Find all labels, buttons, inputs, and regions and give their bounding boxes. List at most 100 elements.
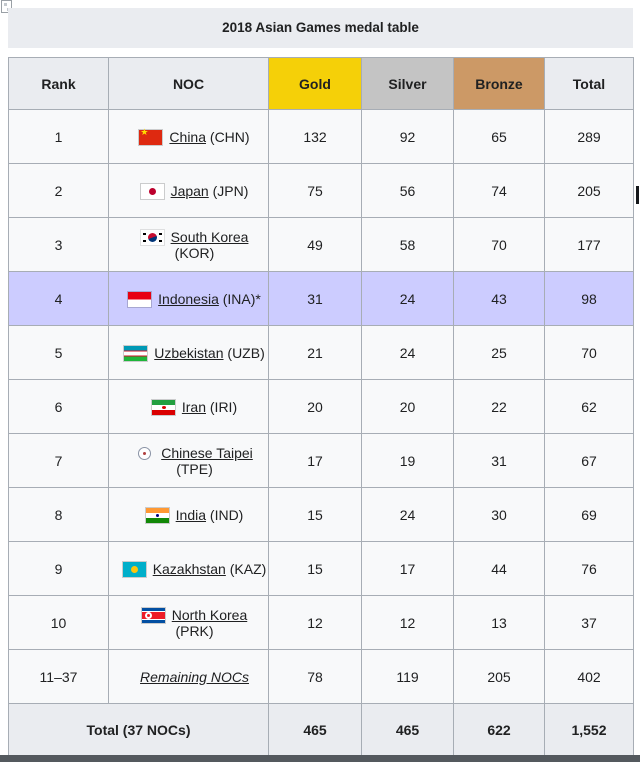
noc-cell: Indonesia (INA)*	[108, 271, 269, 326]
rank-cell: 9	[8, 541, 109, 596]
bronze-cell: 205	[453, 649, 545, 704]
noc-link[interactable]: South Korea	[170, 228, 249, 245]
total-gold-value: 465	[268, 703, 362, 756]
total-cell: 205	[544, 163, 634, 218]
rank-cell: 2	[8, 163, 109, 218]
silver-cell: 19	[361, 433, 454, 488]
noc-link[interactable]: Uzbekistan	[154, 344, 224, 361]
noc-code: (IRI)	[206, 398, 238, 415]
bronze-cell: 25	[453, 325, 545, 380]
japan-flag-icon	[140, 183, 164, 199]
rank-cell: 7	[8, 433, 109, 488]
noc-column-header: NOC	[108, 57, 269, 110]
bronze-cell: 22	[453, 379, 545, 434]
noc-cell: Uzbekistan (UZB)	[108, 325, 269, 380]
silver-cell: 119	[361, 649, 454, 704]
noc-link[interactable]: Indonesia	[158, 290, 219, 307]
table-row: 8 India (IND) 15 24 30 69	[8, 487, 634, 542]
rank-cell: 6	[8, 379, 109, 434]
silver-cell: 20	[361, 379, 454, 434]
total-cell: 70	[544, 325, 634, 380]
china-flag-icon	[139, 127, 163, 145]
bronze-cell: 30	[453, 487, 545, 542]
gold-cell: 31	[268, 271, 362, 326]
rank-column-header: Rank	[8, 57, 109, 110]
bronze-cell: 13	[453, 595, 545, 650]
noc-code: (CHN)	[206, 128, 250, 145]
noc-code: (INA)*	[218, 290, 261, 307]
bronze-cell: 43	[453, 271, 545, 326]
total-label: Total (37 NOCs)	[8, 703, 269, 756]
bronze-cell: 44	[453, 541, 545, 596]
table-row: 2 Japan (JPN) 75 56 74 205	[8, 163, 634, 218]
total-cell: 289	[544, 109, 634, 164]
gold-cell: 49	[268, 217, 362, 272]
iran-flag-icon	[151, 399, 175, 415]
silver-cell: 24	[361, 271, 454, 326]
total-column-header: Total	[544, 57, 634, 110]
noc-code: (UZB)	[223, 344, 265, 361]
rank-cell: 3	[8, 217, 109, 272]
noc-link[interactable]: Iran	[181, 398, 206, 415]
header-row: Rank NOC Gold Silver Bronze Total	[8, 57, 634, 110]
rank-cell: 8	[8, 487, 109, 542]
noc-cell: India (IND)	[108, 487, 269, 542]
noc-link[interactable]: North Korea	[171, 606, 248, 623]
total-cell: 98	[544, 271, 634, 326]
noc-cell: North Korea (PRK)	[108, 595, 269, 650]
noc-code: (IND)	[206, 506, 244, 523]
silver-cell: 24	[361, 487, 454, 542]
total-cell: 76	[544, 541, 634, 596]
gold-header: Gold	[268, 57, 362, 110]
uzbekistan-flag-icon	[124, 345, 148, 361]
gold-cell: 75	[268, 163, 362, 218]
total-cell: 69	[544, 487, 634, 542]
rank-cell: 10	[8, 595, 109, 650]
table-row: 10 North Korea (PRK) 12 12 13 37	[8, 595, 634, 650]
total-bronze-value: 622	[453, 703, 545, 756]
noc-link[interactable]: Chinese Taipei	[161, 444, 253, 461]
table-row: 7 Chinese Taipei (TPE) 17 19 31 67	[8, 433, 634, 488]
indonesia-flag-icon	[128, 291, 152, 307]
total-cell: 37	[544, 595, 634, 650]
south-korea-flag-icon	[140, 229, 164, 245]
text-cursor-artifact	[636, 186, 639, 204]
gold-cell: 132	[268, 109, 362, 164]
gold-cell: 20	[268, 379, 362, 434]
noc-cell: China (CHN)	[108, 109, 269, 164]
table-header: Rank NOC Gold Silver Bronze Total	[8, 57, 634, 110]
noc-link[interactable]: China	[169, 128, 207, 145]
broken-image-icon	[1, 0, 12, 13]
india-flag-icon	[145, 507, 169, 523]
silver-cell: 12	[361, 595, 454, 650]
total-row: Total (37 NOCs) 465 465 622 1,552	[8, 703, 634, 756]
noc-link[interactable]: Japan	[170, 182, 209, 199]
table-row: 3 South Korea (KOR) 49 58 70 177	[8, 217, 634, 272]
kazakhstan-flag-icon	[122, 561, 146, 577]
north-korea-flag-icon	[141, 607, 165, 623]
noc-cell: Chinese Taipei (TPE)	[108, 433, 269, 488]
noc-cell: Remaining NOCs	[108, 649, 269, 704]
silver-cell: 17	[361, 541, 454, 596]
total-total-value: 1,552	[544, 703, 634, 756]
rank-cell: 4	[8, 271, 109, 326]
window-bottom-edge	[0, 755, 640, 762]
silver-cell: 24	[361, 325, 454, 380]
rank-cell: 11–37	[8, 649, 109, 704]
table-row: 9 Kazakhstan (KAZ) 15 17 44 76	[8, 541, 634, 596]
noc-link[interactable]: India	[175, 506, 207, 523]
bronze-cell: 65	[453, 109, 545, 164]
bronze-header: Bronze	[453, 57, 545, 110]
table-row: 11–37 Remaining NOCs 78 119 205 402	[8, 649, 634, 704]
total-cell: 177	[544, 217, 634, 272]
medal-table: Rank NOC Gold Silver Bronze Total 1 Chin…	[8, 57, 634, 756]
noc-cell: Iran (IRI)	[108, 379, 269, 434]
chinese-taipei-flag-icon	[138, 446, 152, 460]
noc-cell: South Korea (KOR)	[108, 217, 269, 272]
noc-link[interactable]: Remaining NOCs	[140, 668, 249, 685]
rank-cell: 5	[8, 325, 109, 380]
silver-cell: 56	[361, 163, 454, 218]
table-row: 6 Iran (IRI) 20 20 22 62	[8, 379, 634, 434]
noc-link[interactable]: Kazakhstan	[152, 560, 226, 577]
